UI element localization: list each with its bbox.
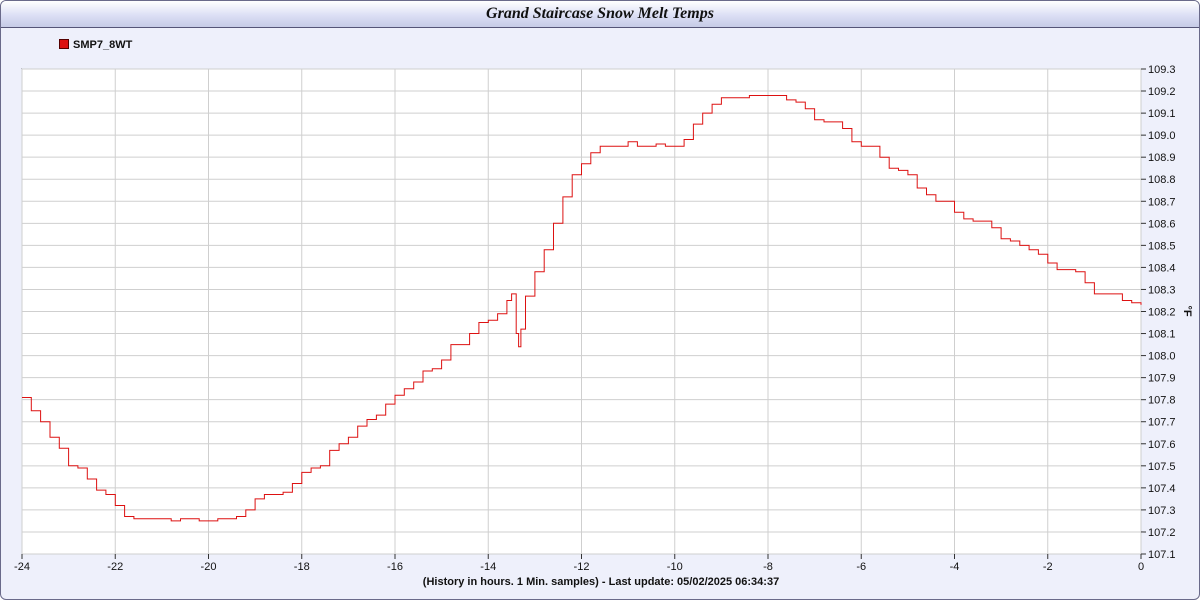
y-tick-label: 107.9 (1148, 373, 1176, 385)
legend-label: SMP7_8WT (73, 39, 133, 51)
y-tick-label: 109.0 (1148, 130, 1176, 142)
y-tick-label: 108.7 (1148, 196, 1176, 208)
x-axis-ticks: -24 -22 -20 -18 -16 -14 -12 -10 -8 -6 -4 -2 0 (14, 554, 1144, 573)
y-tick-label: 107.6 (1148, 439, 1176, 451)
y-tick-label: 108.4 (1148, 262, 1176, 274)
series-line-smp7-8wt (22, 95, 1142, 522)
y-tick-label: 107.5 (1148, 461, 1176, 473)
y-tick-label: 108.2 (1148, 307, 1176, 319)
x-tick-label: -22 (107, 561, 123, 573)
x-tick-label: -8 (763, 561, 773, 573)
x-axis-caption: (History in hours. 1 Min. samples) - Las… (422, 576, 780, 588)
grid-lines (21, 68, 1142, 555)
x-tick-label: -12 (574, 561, 590, 573)
y-tick-label: 107.4 (1148, 483, 1176, 495)
y-tick-label: 107.7 (1148, 417, 1176, 429)
x-tick-label: -14 (480, 561, 496, 573)
y-tick-label: 109.3 (1148, 64, 1176, 76)
y-tick-label: 108.0 (1148, 351, 1176, 363)
y-tick-label: 108.1 (1148, 329, 1176, 341)
y-tick-label: 109.1 (1148, 108, 1176, 120)
y-tick-label: 108.9 (1148, 152, 1176, 164)
chart-title: Grand Staircase Snow Melt Temps (486, 5, 714, 22)
y-tick-label: 107.3 (1148, 505, 1176, 517)
x-tick-label: -2 (1043, 561, 1053, 573)
y-tick-label: 107.1 (1148, 549, 1176, 561)
x-tick-label: -10 (667, 561, 683, 573)
x-tick-label: 0 (1138, 561, 1144, 573)
x-tick-label: -18 (294, 561, 310, 573)
x-tick-label: -16 (387, 561, 403, 573)
y-tick-label: 107.8 (1148, 395, 1176, 407)
y-tick-label: 108.3 (1148, 284, 1176, 296)
y-tick-label: 108.8 (1148, 174, 1176, 186)
y-tick-label: 107.2 (1148, 527, 1176, 539)
x-tick-label: -20 (201, 561, 217, 573)
y-axis-ticks: 109.3 109.2 109.1 109.0 108.9 108.8 108.7 108.6… (1141, 64, 1176, 561)
y-tick-label: 109.2 (1148, 86, 1176, 98)
y-axis-label: °F (1181, 305, 1193, 316)
y-tick-label: 108.5 (1148, 240, 1176, 252)
legend-swatch (59, 39, 69, 50)
x-tick-label: -24 (14, 561, 30, 573)
y-tick-label: 108.6 (1148, 218, 1176, 230)
title-bar: Grand Staircase Snow Melt Temps (1, 1, 1199, 28)
x-tick-label: -6 (856, 561, 866, 573)
x-tick-label: -4 (950, 561, 960, 573)
legend: SMP7_8WT (59, 39, 132, 53)
